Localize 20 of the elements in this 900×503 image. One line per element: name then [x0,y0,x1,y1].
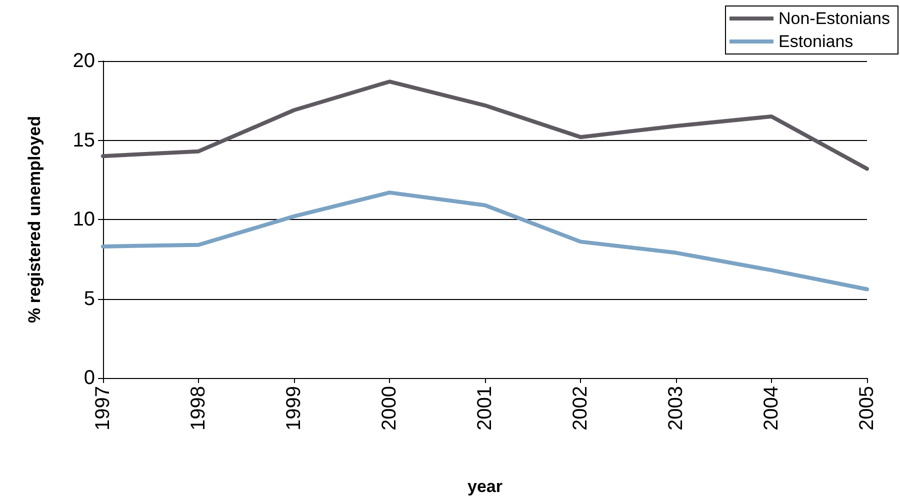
line-series [101,80,869,171]
y-axis-title: % registered unemployed [25,116,44,323]
legend-label: Estonians [778,32,854,51]
y-tick-label: 0 [84,367,95,389]
x-tick-label: 2003 [665,386,687,430]
x-tick-label: 2000 [378,386,400,430]
x-axis-title: year [468,477,503,496]
y-tick-label: 20 [72,50,95,72]
x-tick-label: 2005 [856,386,878,430]
x-tick-label: 2002 [570,386,592,430]
legend-label: Non-Estonians [778,9,890,28]
y-tick-label: 5 [84,288,95,310]
x-tick-label: 2001 [474,386,496,430]
x-tick-label: 2004 [760,386,782,430]
x-tick-label: 1998 [188,386,210,430]
y-tick-label: 15 [72,129,95,152]
x-tick-label: 1997 [92,386,114,430]
x-tick-label: 1999 [283,386,305,430]
line-series [101,190,869,292]
y-tick-label: 10 [72,208,95,230]
